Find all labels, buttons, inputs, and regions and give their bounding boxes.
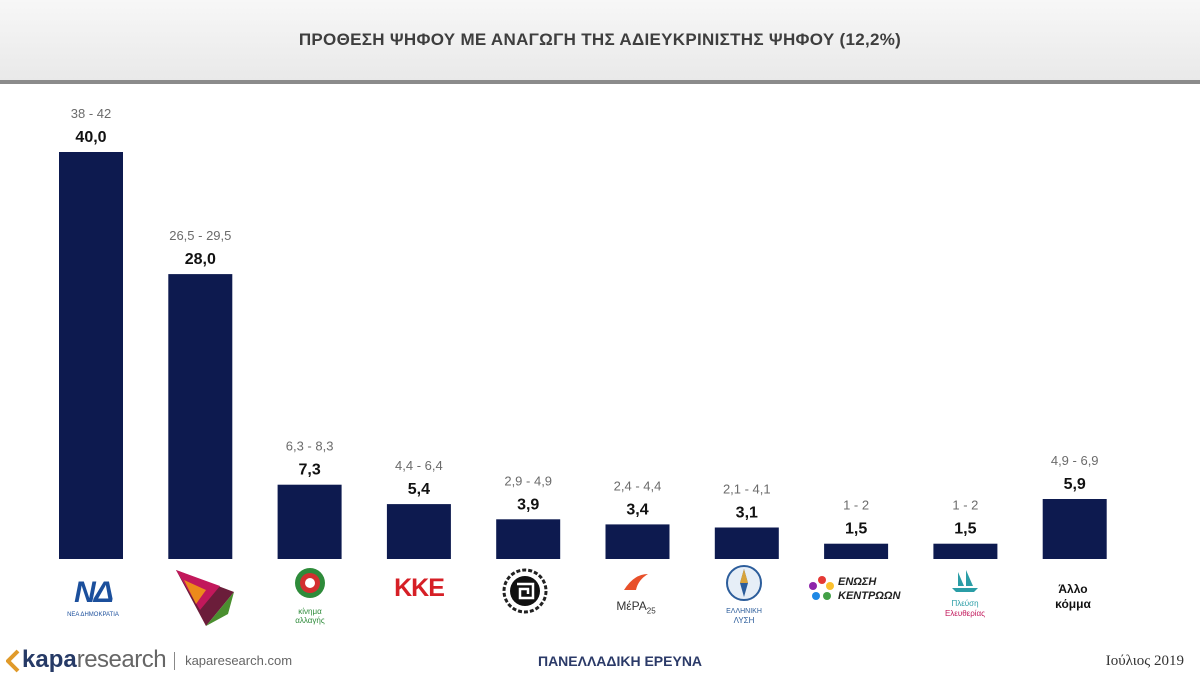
survey-label: ΠΑΝΕΛΛΑΔΙΚΗ ΕΡΕΥΝΑ [537, 653, 703, 669]
bar-8 [933, 543, 998, 559]
bar-value-label-0: 40,0 [75, 129, 106, 146]
bar-6 [714, 527, 779, 559]
ship-logo-icon: Πλεύση Ελευθερίας [930, 566, 1000, 618]
brand-suffix: research [76, 646, 167, 673]
kapa-arrow-icon [5, 649, 20, 673]
brand-prefix: kapa [22, 646, 77, 673]
bar-range-label-1: 26,5 - 29,5 [169, 228, 231, 243]
bar-range-label-8: 1 - 2 [952, 498, 978, 513]
mera25-logo-text: ΜέΡΑ25 [598, 599, 674, 615]
kke-logo-text: ΚΚΕ [394, 574, 445, 602]
other-party-label: Άλλο κόμμα [1038, 582, 1108, 612]
bar-value-label-2: 7,3 [298, 462, 320, 479]
ellisi-line1: ΕΛΛΗΝΙΚΗ [726, 608, 762, 615]
bar-3 [386, 504, 451, 559]
ellisi-line2: ΛΥΣΗ [733, 616, 755, 625]
bar-value-label-8: 1,5 [954, 521, 976, 538]
bar-value-label-3: 5,4 [408, 481, 430, 498]
other-line1: Άλλο [1058, 582, 1088, 596]
bar-value-label-4: 3,9 [517, 496, 539, 513]
ship-logo-shape [952, 570, 978, 592]
kinal-logo-shape [295, 568, 325, 598]
bar-range-label-2: 6,3 - 8,3 [286, 439, 334, 454]
chart-header: ΠΡΟΘΕΣΗ ΨΗΦΟΥ ΜΕ ΑΝΑΓΩΓΗ ΤΗΣ ΑΔΙΕΥΚΡΙΝΙΣ… [0, 0, 1200, 84]
mera25-logo-shape [624, 574, 648, 590]
chart-title: ΠΡΟΘΕΣΗ ΨΗΦΟΥ ΜΕ ΑΝΑΓΩΓΗ ΤΗΣ ΑΔΙΕΥΚΡΙΝΙΣ… [298, 30, 902, 49]
bar-range-label-7: 1 - 2 [843, 498, 869, 513]
bar-value-label-7: 1,5 [845, 521, 867, 538]
kinal-logo-icon: κίνημα αλλαγής [282, 566, 338, 625]
kinal-line2: αλλαγής [295, 616, 325, 625]
brand-divider [174, 651, 176, 670]
star-logo-icon: ΕΝΩΣΗ ΚΕΝΤΡΩΩΝ [808, 574, 908, 608]
mera25-logo-icon: ΜέΡΑ25 [598, 570, 674, 616]
bar-9 [1042, 499, 1107, 559]
bar-7 [824, 543, 889, 559]
bar-range-label-5: 2,4 - 4,4 [614, 478, 662, 493]
golden-dawn-logo-icon [500, 566, 550, 616]
bar-range-label-9: 4,9 - 6,9 [1051, 453, 1099, 468]
bar-chart: 40,0 38 - 42 28,0 26,5 - 29,5 7,3 6,3 - 8,3 5,… [59, 106, 1107, 559]
bar-0 [59, 152, 123, 559]
brand-url: kaparesearch.com [185, 653, 293, 669]
kinal-line1: κίνημα [298, 607, 322, 616]
bar-1 [168, 274, 233, 559]
kke-logo-icon: ΚΚΕ [388, 572, 450, 606]
bar-value-label-6: 3,1 [736, 505, 758, 522]
other-line2: κόμμα [1055, 597, 1091, 611]
enosi-line1: ΕΝΩΣΗ [838, 576, 877, 588]
bar-2 [277, 484, 342, 559]
star-logo-shape [809, 576, 834, 600]
survey-date: Ιούλιος 2019 [1105, 653, 1184, 669]
bar-4 [496, 519, 561, 559]
bar-range-label-4: 2,9 - 4,9 [504, 473, 552, 488]
kapa-research-logo: kaparesearch kaparesearch.com [5, 646, 326, 676]
bar-range-label-6: 2,1 - 4,1 [723, 482, 771, 497]
nd-logo-mark: ΝΔ [74, 576, 114, 609]
syriza-logo-icon [170, 566, 238, 628]
enosi-line2: ΚΕΝΤΡΩΩΝ [838, 590, 901, 602]
nd-logo-icon: ΝΔ ΝΕΑ ΔΗΜΟΚΡΑΤΙΑ [58, 578, 128, 626]
golden-dawn-logo-shape [502, 568, 548, 614]
bar-range-label-3: 4,4 - 6,4 [395, 458, 443, 473]
plefsi-line2: Ελευθερίας [944, 609, 986, 618]
bar-value-label-1: 28,0 [185, 251, 216, 268]
syriza-logo-shape [176, 570, 234, 626]
plefsi-line1: Πλεύση [951, 599, 979, 608]
bar-range-label-0: 38 - 42 [71, 106, 111, 121]
bar-value-label-5: 3,4 [626, 501, 648, 518]
mera25-logo-name: ΜέΡΑ [616, 599, 647, 613]
compass-logo-icon: ΕΛΛΗΝΙΚΗ ΛΥΣΗ [712, 564, 776, 626]
bar-5 [605, 524, 670, 559]
compass-logo-shape [726, 565, 762, 601]
nd-logo-subtitle: ΝΕΑ ΔΗΜΟΚΡΑΤΙΑ [67, 612, 119, 618]
mera25-logo-number: 25 [646, 606, 656, 616]
bar-value-label-9: 5,9 [1064, 476, 1086, 493]
